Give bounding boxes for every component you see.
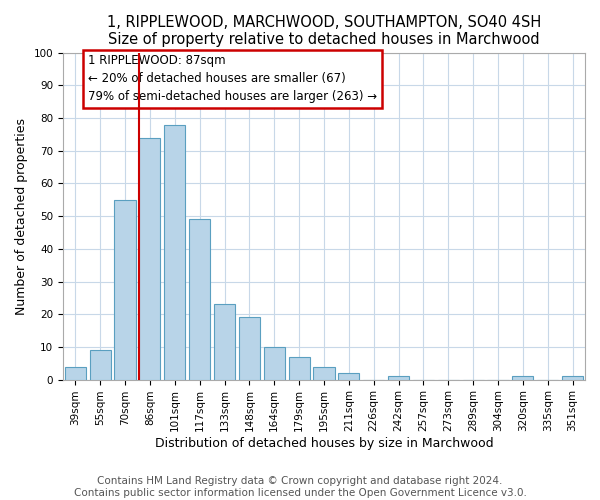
- Bar: [338, 373, 359, 380]
- Bar: [139, 138, 160, 380]
- Text: 1 RIPPLEWOOD: 87sqm
← 20% of detached houses are smaller (67)
79% of semi-detach: 1 RIPPLEWOOD: 87sqm ← 20% of detached ho…: [88, 54, 377, 104]
- Bar: [512, 376, 533, 380]
- Bar: [214, 304, 235, 380]
- Y-axis label: Number of detached properties: Number of detached properties: [15, 118, 28, 314]
- Bar: [164, 124, 185, 380]
- Bar: [89, 350, 111, 380]
- Text: Contains HM Land Registry data © Crown copyright and database right 2024.
Contai: Contains HM Land Registry data © Crown c…: [74, 476, 526, 498]
- Bar: [239, 318, 260, 380]
- X-axis label: Distribution of detached houses by size in Marchwood: Distribution of detached houses by size …: [155, 437, 493, 450]
- Bar: [289, 356, 310, 380]
- Bar: [562, 376, 583, 380]
- Bar: [65, 366, 86, 380]
- Bar: [388, 376, 409, 380]
- Bar: [115, 200, 136, 380]
- Bar: [263, 347, 285, 380]
- Bar: [189, 220, 210, 380]
- Title: 1, RIPPLEWOOD, MARCHWOOD, SOUTHAMPTON, SO40 4SH
Size of property relative to det: 1, RIPPLEWOOD, MARCHWOOD, SOUTHAMPTON, S…: [107, 15, 541, 48]
- Bar: [313, 366, 335, 380]
